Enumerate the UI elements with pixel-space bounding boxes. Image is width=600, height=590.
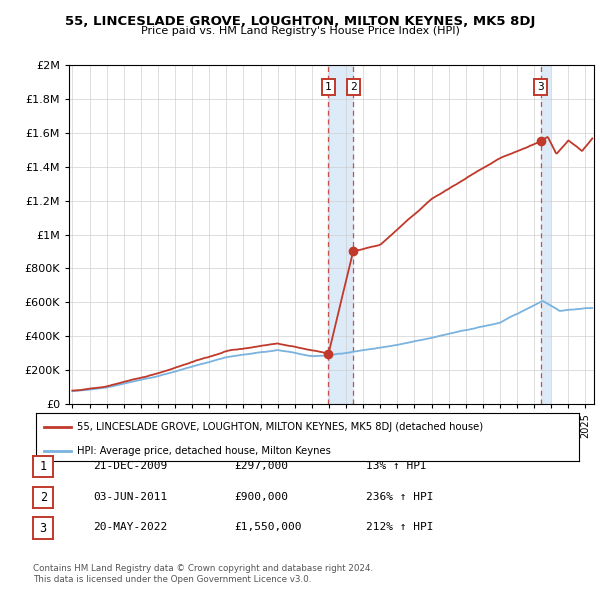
Text: This data is licensed under the Open Government Licence v3.0.: This data is licensed under the Open Gov…	[33, 575, 311, 584]
Text: 03-JUN-2011: 03-JUN-2011	[93, 492, 167, 502]
Text: Contains HM Land Registry data © Crown copyright and database right 2024.: Contains HM Land Registry data © Crown c…	[33, 565, 373, 573]
Text: £1,550,000: £1,550,000	[234, 523, 302, 532]
Text: 2: 2	[350, 82, 356, 92]
Text: £900,000: £900,000	[234, 492, 288, 502]
Text: 1: 1	[325, 82, 332, 92]
Text: 2: 2	[40, 491, 47, 504]
Text: 3: 3	[40, 522, 47, 535]
Text: 13% ↑ HPI: 13% ↑ HPI	[366, 461, 427, 471]
Text: £297,000: £297,000	[234, 461, 288, 471]
Text: HPI: Average price, detached house, Milton Keynes: HPI: Average price, detached house, Milt…	[77, 445, 331, 455]
Text: 21-DEC-2009: 21-DEC-2009	[93, 461, 167, 471]
Bar	[328, 65, 353, 404]
Text: 212% ↑ HPI: 212% ↑ HPI	[366, 523, 433, 532]
Text: 55, LINCESLADE GROVE, LOUGHTON, MILTON KEYNES, MK5 8DJ: 55, LINCESLADE GROVE, LOUGHTON, MILTON K…	[65, 15, 535, 28]
Text: 1: 1	[40, 460, 47, 473]
Text: 55, LINCESLADE GROVE, LOUGHTON, MILTON KEYNES, MK5 8DJ (detached house): 55, LINCESLADE GROVE, LOUGHTON, MILTON K…	[77, 421, 483, 431]
Text: 236% ↑ HPI: 236% ↑ HPI	[366, 492, 433, 502]
Text: 3: 3	[537, 82, 544, 92]
Text: Price paid vs. HM Land Registry's House Price Index (HPI): Price paid vs. HM Land Registry's House …	[140, 26, 460, 36]
Bar	[541, 65, 550, 404]
Text: 20-MAY-2022: 20-MAY-2022	[93, 523, 167, 532]
